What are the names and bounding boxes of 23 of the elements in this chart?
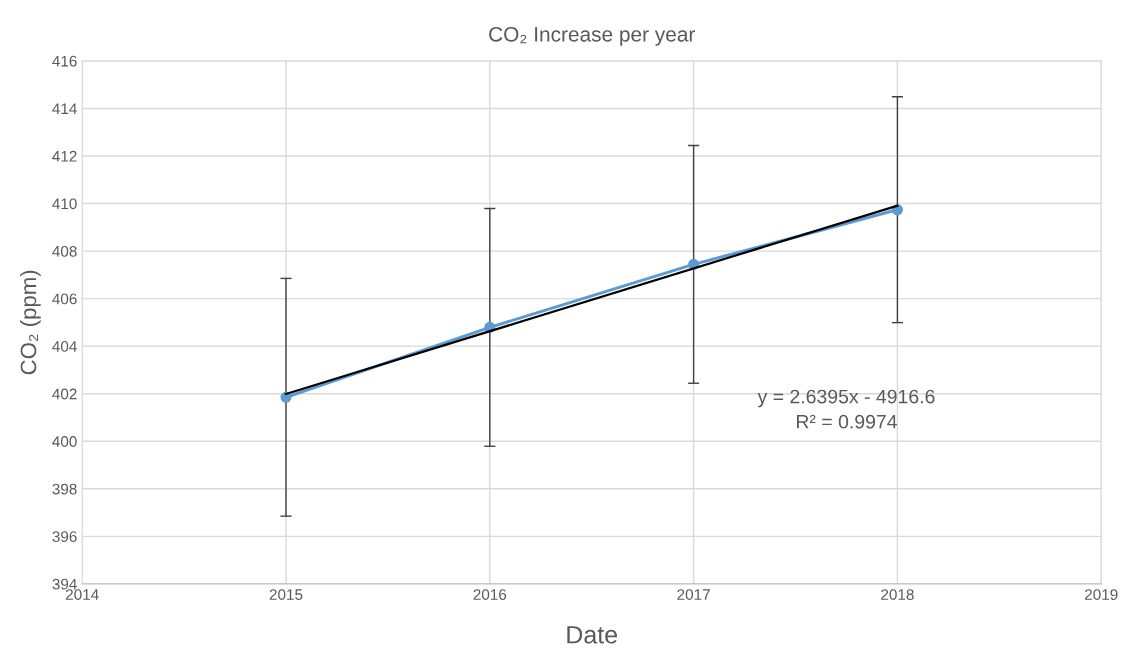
annotation: R² = 0.9974 [796,414,897,429]
y-tick-label: 396 [52,531,77,543]
y-tick-label: 394 [52,578,77,590]
x-tick-label: 2019 [1085,589,1118,600]
y-tick-label: 412 [52,150,77,162]
y-tick-label: 416 [52,55,77,67]
chart-title: CO₂ Increase per year [489,26,695,46]
y-tick-label: 406 [52,293,77,305]
y-tick-label: 400 [52,436,77,447]
y-axis-title: CO₂ (ppm) [20,270,41,375]
x-axis-title: Date [567,626,618,644]
x-tick-label: 2015 [269,589,303,600]
y-tick-label: 410 [52,198,77,210]
x-tick-label: 2017 [677,589,710,600]
x-tick-label: 2016 [473,589,507,600]
annotation: y = 2.6395x - 4916.6 [757,389,935,408]
y-tick-label: 402 [52,388,77,400]
y-tick-label: 398 [52,483,77,495]
x-tick-label: 2014 [65,589,99,600]
y-tick-label: 404 [52,341,77,352]
y-tick-label: 414 [52,103,77,114]
x-tick-label: 2018 [881,589,914,600]
y-tick-label: 408 [52,245,77,257]
